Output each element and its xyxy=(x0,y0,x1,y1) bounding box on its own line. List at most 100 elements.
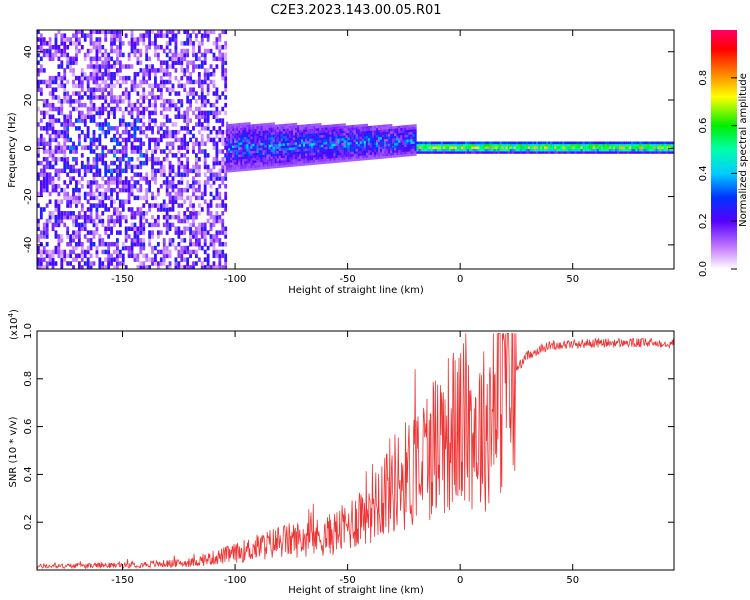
heatmap-cell-1230 xyxy=(139,245,143,251)
heatmap-cell-2415 xyxy=(242,151,245,155)
heatmap-cell-484 xyxy=(77,238,81,243)
heatmap-cell-3500 xyxy=(369,130,373,134)
heatmap-cell-2445 xyxy=(244,127,247,130)
heatmap-cell-1445 xyxy=(156,187,160,193)
heatmap-cell-422 xyxy=(72,195,75,201)
heatmap-cell-915 xyxy=(110,30,113,35)
heatmap-cell-2831 xyxy=(286,147,290,151)
heatmap-cell-852 xyxy=(107,207,111,212)
heatmap-cell-2865 xyxy=(290,152,294,155)
heatmap-cell-2749 xyxy=(276,129,279,132)
heatmap-cell-3642 xyxy=(390,123,393,127)
heatmap-cell-937 xyxy=(113,110,116,116)
heatmap-cell-1536 xyxy=(165,203,169,208)
heatmap-cell-290 xyxy=(60,122,64,127)
heatmap-cell-613 xyxy=(89,245,93,251)
heatmap-cell-1140 xyxy=(130,145,134,150)
heatmap-cell-3335 xyxy=(347,135,350,138)
heatmap-cell-4025 xyxy=(507,148,510,152)
heatmap-cell-2651 xyxy=(266,139,269,143)
heatmap-cell-2172 xyxy=(218,33,222,38)
heatmap-cell-2464 xyxy=(246,129,249,133)
heatmap-cell-1374 xyxy=(151,191,154,197)
heatmap-cell-1334 xyxy=(148,230,151,235)
heatmap-cell-3590 xyxy=(384,148,387,152)
heatmap-cell-1282 xyxy=(142,141,146,147)
heatmap-cell-2796 xyxy=(282,145,285,149)
heatmap-cell-1291 xyxy=(142,87,146,92)
heatmap-cell-3031 xyxy=(309,126,312,129)
heatmap-cell-1958 xyxy=(200,137,204,143)
heatmap-cell-3172 xyxy=(327,146,330,150)
heatmap-cell-2290 xyxy=(230,164,233,168)
heatmap-cell-657 xyxy=(92,218,96,224)
heatmap-cell-2508 xyxy=(252,165,255,168)
heatmap-cell-1424 xyxy=(154,75,157,81)
heatmap-cell-118 xyxy=(45,156,49,162)
heatmap-cell-2982 xyxy=(305,162,308,166)
heatmap-cell-2569 xyxy=(258,155,261,158)
heatmap-cell-1728 xyxy=(180,64,184,69)
heatmap-cell-1141 xyxy=(130,141,134,147)
heatmap-cell-1078 xyxy=(124,149,128,154)
heatmap-cell-4369 xyxy=(647,151,650,154)
heatmap-cell-1402 xyxy=(154,218,157,224)
heatmap-cell-2612 xyxy=(262,142,265,146)
heatmap-cell-4365 xyxy=(645,148,648,152)
heatmap-cell-2906 xyxy=(294,139,298,143)
heatmap-cell-1190 xyxy=(133,48,137,54)
heatmap-cell-1607 xyxy=(171,203,175,208)
heatmap-cell-2654 xyxy=(266,132,269,136)
heatmap-cell-2285 xyxy=(228,128,231,132)
heatmap-cell-491 xyxy=(77,199,81,204)
heatmap-cell-1670 xyxy=(177,230,181,235)
heatmap-cell-1532 xyxy=(165,218,169,224)
heatmap-cell-1715 xyxy=(180,164,184,170)
heatmap-cell-4383 xyxy=(651,141,654,145)
heatmap-cell-1601 xyxy=(168,30,172,35)
snr-y-tick-label-4: 1.0 xyxy=(23,323,34,339)
heatmap-cell-685 xyxy=(92,44,96,50)
heatmap-cell-1321 xyxy=(145,68,149,73)
heatmap-cell-3160 xyxy=(325,137,328,140)
heatmap-cell-3287 xyxy=(341,137,344,141)
heatmap-cell-1603 xyxy=(171,238,175,243)
heatmap-cell-59 xyxy=(39,79,43,85)
heatmap-cell-3640 xyxy=(390,128,393,132)
heatmap-cell-807 xyxy=(104,226,108,232)
heatmap-cell-440 xyxy=(72,60,75,65)
heatmap-cell-791 xyxy=(101,95,105,100)
heatmap-cell-3985 xyxy=(491,148,494,152)
heatmap-cell-2217 xyxy=(224,203,228,208)
heatmap-cell-4321 xyxy=(627,146,630,149)
heatmap-cell-3502 xyxy=(369,125,373,129)
heatmap-cell-1737 xyxy=(183,245,187,251)
heatmap-cell-3604 xyxy=(386,148,389,152)
heatmap-cell-2789 xyxy=(282,162,285,166)
heatmap-cell-463 xyxy=(75,145,78,150)
heatmap-cell-2860 xyxy=(290,164,294,167)
heatmap-cell-3613 xyxy=(386,126,389,130)
heatmap-cell-2102 xyxy=(212,56,216,62)
heatmap-cell-2427 xyxy=(242,122,245,126)
heatmap-cell-304 xyxy=(60,33,64,38)
heatmap-cell-703 xyxy=(95,168,99,174)
heatmap-cell-4411 xyxy=(663,146,666,149)
heatmap-cell-2289 xyxy=(230,167,233,170)
heatmap-cell-2138 xyxy=(215,56,219,62)
heatmap-cell-3432 xyxy=(361,153,365,156)
heatmap-cell-2887 xyxy=(292,142,296,145)
heatmap-cell-2603 xyxy=(262,164,265,167)
heatmap-cell-2306 xyxy=(230,126,233,129)
heatmap-cell-3630 xyxy=(390,152,393,156)
heatmap-cell-2583 xyxy=(260,166,263,170)
heatmap-cell-11 xyxy=(37,191,40,197)
heatmap-cell-1976 xyxy=(200,33,204,38)
heatmap-cell-908 xyxy=(110,64,113,69)
heatmap-cell-2412 xyxy=(242,158,245,162)
heatmap-cell-1676 xyxy=(177,195,181,201)
heatmap-cell-775 xyxy=(101,199,105,204)
heatmap-cell-1808 xyxy=(186,30,190,35)
spectrogram-y-tick-label-2: 0 xyxy=(23,145,34,151)
heatmap-cell-4099 xyxy=(538,151,541,154)
